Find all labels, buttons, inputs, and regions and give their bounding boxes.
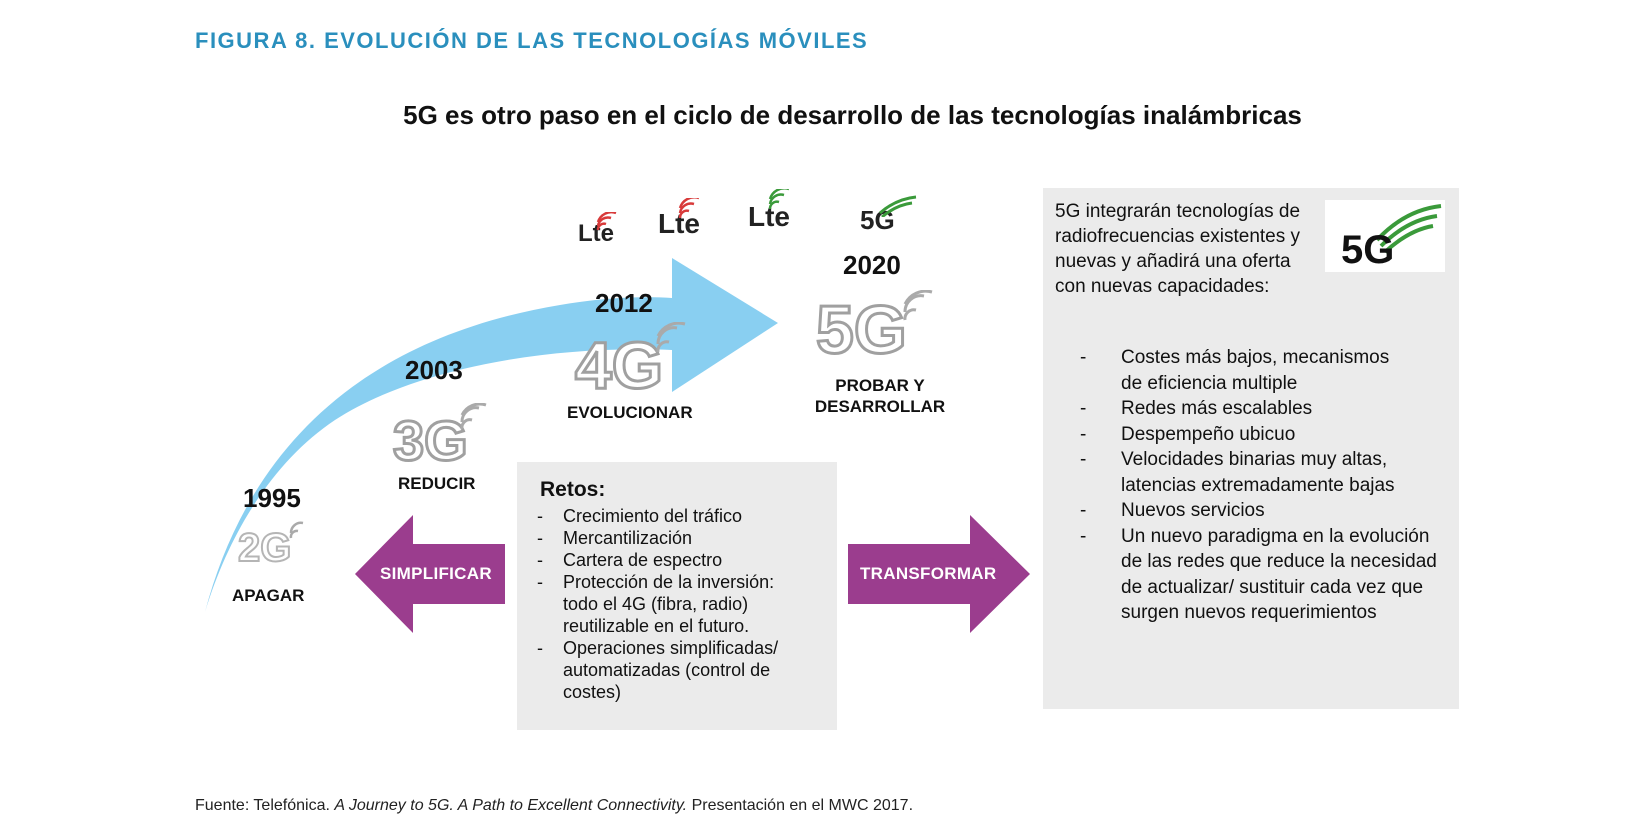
list-item: Costes más bajos, mecanismos de eficienc… (1043, 345, 1455, 396)
logo-2g-text: 2G (237, 526, 292, 570)
list-item: Crecimiento del tráfico (517, 505, 827, 527)
signal-waves-icon (596, 212, 617, 231)
list-item: Mercantilización (517, 527, 827, 549)
fiveg-logo: 5G (1325, 200, 1445, 272)
diagram-subtitle: 5G es otro paso en el ciclo de desarroll… (403, 100, 1302, 130)
action-line-2: DESARROLLAR (814, 397, 946, 416)
source-suffix: Presentación en el MWC 2017. (687, 797, 914, 814)
list-item: Operaciones simplificadas/ automatizadas… (517, 637, 827, 703)
list-item: Redes más escalables (1043, 396, 1455, 422)
lte-logo-1: Lte (578, 212, 617, 247)
action-apagar: APAGAR (232, 586, 305, 605)
action-reducir: REDUCIR (398, 474, 476, 493)
retos-list: Crecimiento del tráfico Mercantilización… (517, 505, 827, 703)
logo-4g: 4G (573, 322, 686, 402)
list-item: Despempeño ubicuo (1043, 422, 1455, 448)
source-prefix: Fuente: Telefónica. (195, 797, 335, 814)
small-5g-logo: 5G (860, 195, 917, 233)
source-note: Fuente: Telefónica. A Journey to 5G. A P… (195, 797, 913, 815)
signal-waves-icon (460, 403, 487, 430)
list-item: Cartera de espectro (517, 549, 827, 571)
logo-5g: 5G (815, 290, 933, 368)
retos-title: Retos: (540, 478, 606, 501)
fiveg-info-box: 5G integrarán tecnologías de radiofrecue… (1043, 188, 1459, 709)
year-2012: 2012 (595, 288, 653, 318)
fiveg-logo-text: 5G (1341, 228, 1395, 272)
list-item: Nuevos servicios (1043, 498, 1455, 524)
transformar-label: TRANSFORMAR (860, 564, 997, 583)
year-2003: 2003 (405, 355, 463, 385)
list-item: Un nuevo paradigma en la evolución de la… (1043, 524, 1455, 626)
logo-5g-text: 5G (815, 292, 909, 368)
figure-title: FIGURA 8. EVOLUCIÓN DE LAS TECNOLOGÍAS M… (195, 28, 869, 53)
list-item: Velocidades binarias muy altas, latencia… (1043, 447, 1455, 498)
simplificar-arrow (355, 515, 505, 633)
lte-logo-2: Lte (658, 198, 700, 239)
logo-2g: 2G (237, 521, 304, 570)
fiveg-list: Costes más bajos, mecanismos de eficienc… (1043, 345, 1455, 626)
year-1995: 1995 (243, 483, 301, 513)
signal-waves-icon (289, 521, 304, 539)
retos-box: Retos: Crecimiento del tráfico Mercantil… (517, 462, 837, 730)
signal-waves-icon (768, 189, 789, 210)
action-evolucionar: EVOLUCIONAR (567, 403, 693, 422)
year-2020: 2020 (843, 250, 901, 280)
lte-logo-3: Lte (748, 189, 790, 231)
logo-3g-text: 3G (392, 409, 470, 472)
fiveg-intro: 5G integrarán tecnologías de radiofrecue… (1055, 201, 1301, 297)
logo-3g: 3G (392, 403, 487, 472)
simplificar-label: SIMPLIFICAR (380, 564, 492, 583)
signal-waves-icon (903, 290, 933, 321)
signal-waves-icon (879, 195, 917, 217)
fiveg-swoosh-icon (1375, 204, 1442, 254)
source-italic: A Journey to 5G. A Path to Excellent Con… (334, 797, 688, 814)
list-item: Protección de la inversión: todo el 4G (… (517, 571, 827, 637)
signal-waves-icon (656, 322, 686, 353)
logo-4g-text: 4G (573, 328, 664, 402)
transformar-arrow (848, 515, 1030, 633)
action-line-1: PROBAR Y (835, 376, 925, 395)
signal-waves-icon (678, 198, 699, 219)
lte-text: Lte (578, 220, 614, 247)
action-probar-desarrollar: PROBAR Y DESARROLLAR (805, 375, 955, 417)
lte-text: Lte (658, 208, 700, 239)
